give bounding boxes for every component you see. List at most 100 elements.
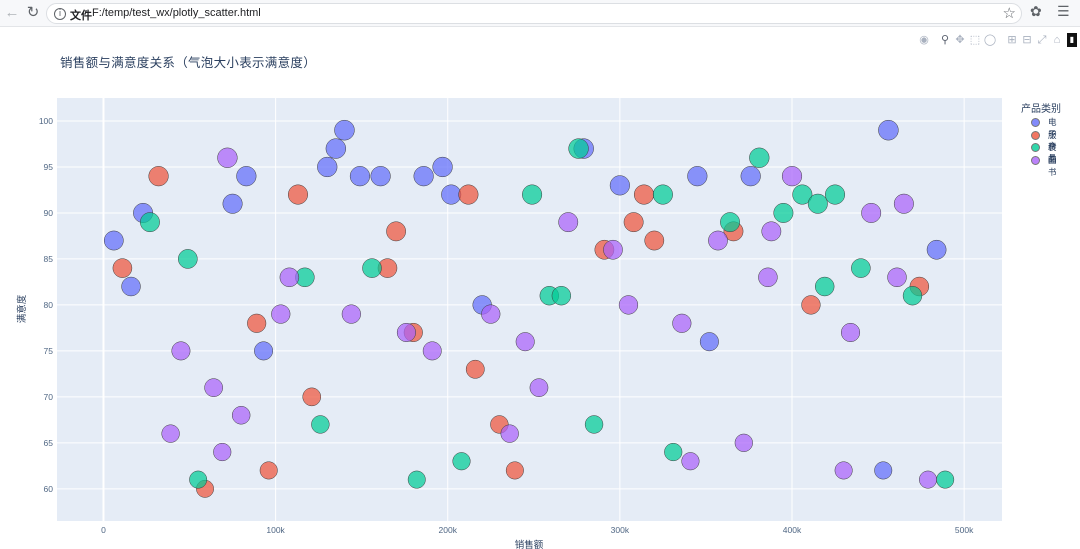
legend-item[interactable]: 食品 [1031, 140, 1061, 164]
data-point[interactable] [302, 387, 322, 407]
data-point[interactable] [720, 212, 740, 233]
data-point[interactable] [672, 313, 692, 333]
data-point[interactable] [699, 332, 719, 352]
data-point[interactable] [287, 184, 308, 205]
data-point[interactable] [178, 249, 198, 269]
data-point[interactable] [926, 239, 947, 260]
data-point[interactable] [231, 406, 251, 425]
data-point[interactable] [370, 166, 391, 187]
data-point[interactable] [259, 461, 278, 480]
data-point[interactable] [851, 258, 871, 278]
data-point[interactable] [841, 322, 861, 343]
info-icon[interactable]: i [54, 8, 66, 20]
data-point[interactable] [681, 452, 700, 471]
pan-icon[interactable]: ✥ [955, 34, 965, 46]
data-point[interactable] [121, 276, 141, 297]
data-point[interactable] [349, 166, 371, 187]
data-point[interactable] [236, 166, 257, 187]
data-point[interactable] [734, 433, 753, 452]
data-point[interactable] [792, 184, 813, 205]
camera-icon[interactable]: ◉ [919, 34, 929, 46]
autoscale-icon[interactable]: ⤢ [1037, 34, 1047, 46]
data-point[interactable] [773, 203, 794, 223]
data-point[interactable] [644, 230, 665, 251]
data-point[interactable] [217, 147, 238, 168]
data-point[interactable] [334, 119, 355, 141]
data-point[interactable] [558, 212, 579, 233]
data-point[interactable] [500, 424, 519, 443]
extensions-icon[interactable]: ✿ [1030, 3, 1042, 19]
lasso-icon[interactable]: ◯ [983, 34, 997, 46]
data-point[interactable] [893, 193, 914, 214]
data-point[interactable] [515, 332, 535, 352]
data-point[interactable] [279, 267, 300, 288]
data-point[interactable] [407, 470, 426, 489]
data-point[interactable] [441, 184, 462, 205]
data-point[interactable] [749, 147, 770, 168]
data-point[interactable] [708, 230, 728, 251]
data-point[interactable] [861, 203, 882, 223]
data-point[interactable] [112, 258, 133, 278]
data-point[interactable] [618, 295, 639, 315]
data-point[interactable] [213, 442, 232, 462]
data-point[interactable] [551, 286, 571, 306]
data-point[interactable] [758, 267, 778, 288]
legend-item[interactable]: 服装 [1031, 128, 1061, 152]
data-point[interactable] [396, 322, 416, 343]
data-point[interactable] [458, 184, 479, 205]
data-point[interactable] [204, 378, 223, 397]
legend-item[interactable]: 图书 [1031, 153, 1061, 177]
reload-icon[interactable]: ↻ [26, 4, 40, 21]
data-point[interactable] [815, 276, 835, 297]
data-point[interactable] [623, 212, 644, 233]
data-point[interactable] [317, 156, 338, 178]
data-point[interactable] [584, 415, 604, 434]
data-point[interactable] [807, 193, 828, 214]
box-select-icon[interactable]: ⬚ [969, 34, 981, 46]
data-point[interactable] [171, 341, 191, 361]
data-point[interactable] [189, 470, 208, 489]
data-point[interactable] [919, 470, 937, 489]
data-point[interactable] [247, 313, 267, 333]
data-point[interactable] [386, 221, 406, 242]
bookmark-star-icon[interactable]: ☆ [1002, 5, 1016, 22]
data-point[interactable] [432, 156, 453, 178]
data-point[interactable] [465, 359, 485, 379]
data-point[interactable] [362, 258, 382, 278]
data-point[interactable] [413, 166, 434, 187]
data-point[interactable] [887, 267, 907, 288]
data-point[interactable] [103, 230, 124, 251]
data-point[interactable] [664, 442, 683, 462]
data-point[interactable] [902, 286, 923, 306]
data-point[interactable] [529, 378, 549, 397]
data-point[interactable] [505, 461, 524, 480]
favorites-icon[interactable]: ☰ [1057, 3, 1070, 19]
data-point[interactable] [874, 461, 893, 480]
data-point[interactable] [781, 166, 803, 187]
data-point[interactable] [603, 239, 623, 260]
data-point[interactable] [222, 193, 243, 214]
url-text[interactable]: F:/temp/test_wx/plotly_scatter.html [92, 7, 261, 19]
data-point[interactable] [481, 304, 501, 324]
data-point[interactable] [140, 212, 160, 233]
zoom-icon[interactable]: ⚲ [940, 34, 950, 46]
data-point[interactable] [325, 138, 347, 159]
address-bar[interactable]: i 文件 F:/temp/test_wx/plotly_scatter.html… [46, 3, 1022, 24]
data-point[interactable] [825, 184, 846, 205]
data-point[interactable] [633, 184, 654, 205]
data-point[interactable] [609, 175, 630, 196]
data-point[interactable] [452, 452, 471, 471]
data-point[interactable] [254, 341, 274, 361]
data-point[interactable] [311, 415, 330, 434]
data-point[interactable] [568, 138, 589, 159]
data-point[interactable] [740, 166, 761, 187]
data-point[interactable] [161, 424, 180, 443]
data-point[interactable] [761, 221, 782, 242]
reset-axes-icon[interactable]: ⌂ [1053, 34, 1061, 46]
legend-item[interactable]: 电子产品 [1031, 115, 1061, 163]
data-point[interactable] [936, 470, 955, 489]
data-point[interactable] [652, 184, 673, 205]
data-point[interactable] [834, 461, 853, 480]
data-point[interactable] [801, 295, 821, 315]
data-point[interactable] [878, 119, 899, 141]
